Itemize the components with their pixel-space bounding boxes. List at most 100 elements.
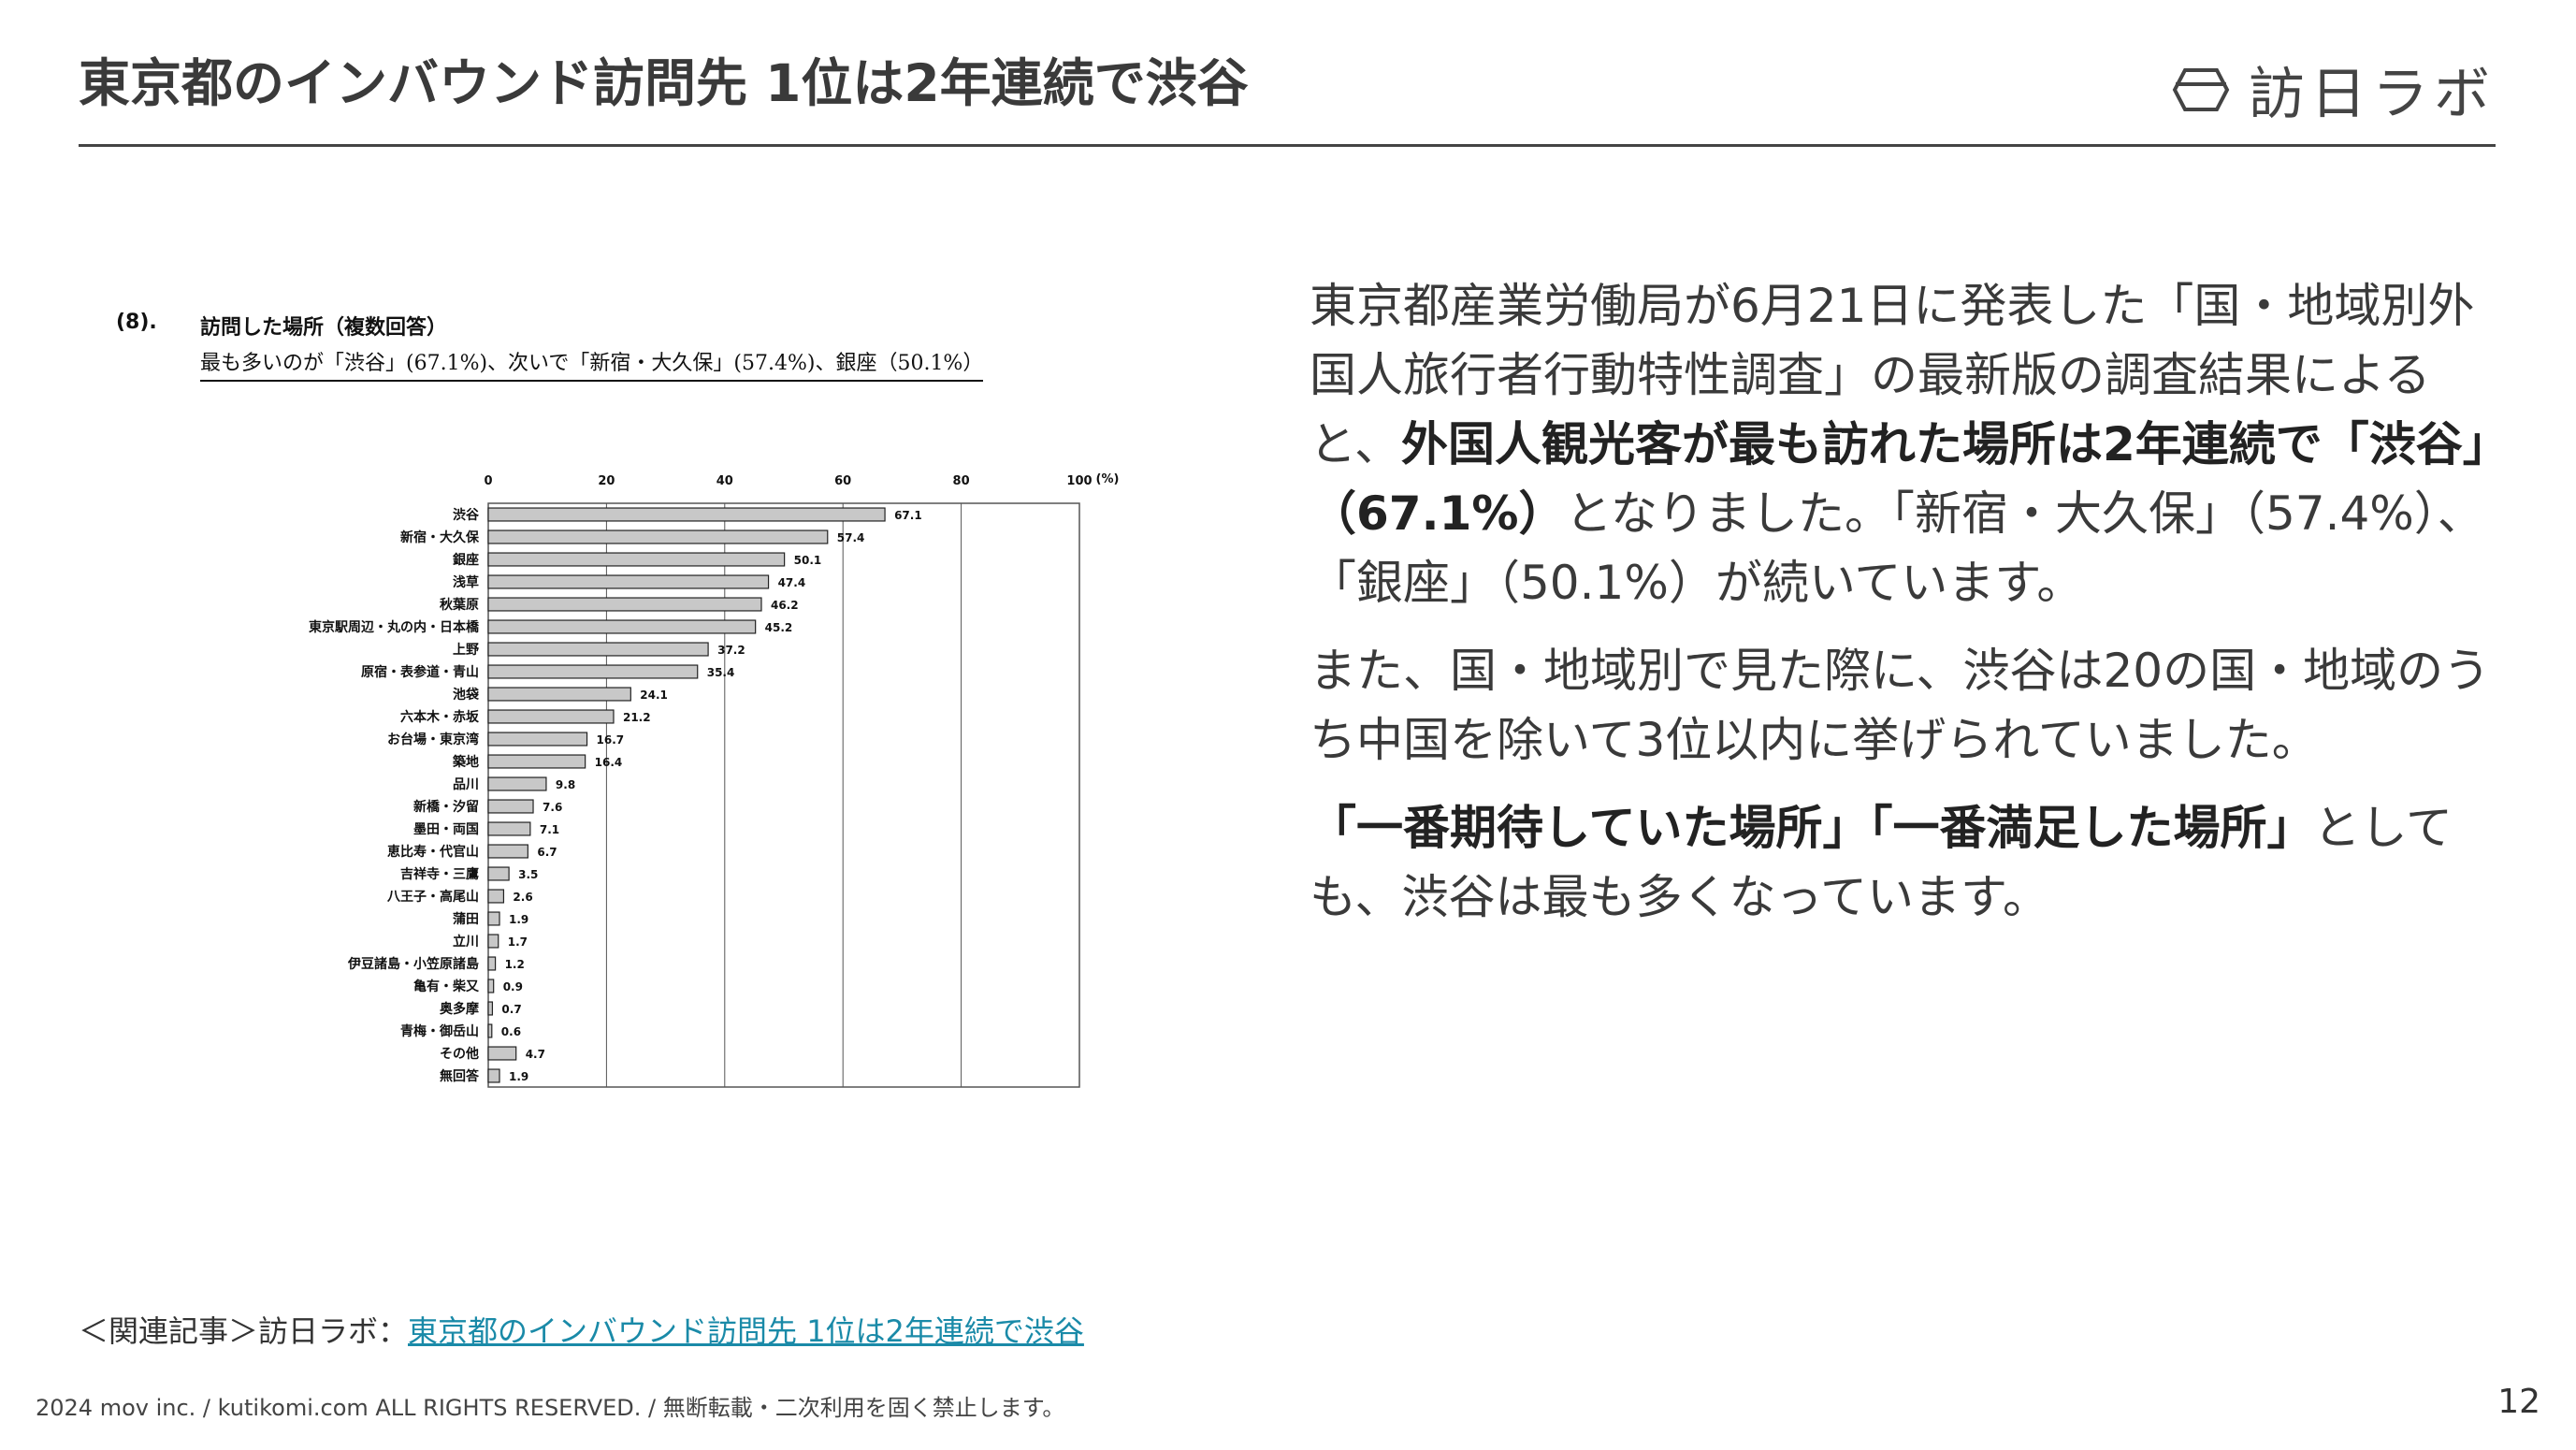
related-article: ＜関連記事＞訪日ラボ：東京都のインバウンド訪問先 1位は2年連続で渋谷: [79, 1308, 1084, 1351]
category-label: 築地: [452, 754, 479, 770]
logo-text: 訪日ラボ: [2249, 62, 2496, 127]
bar: [487, 619, 757, 634]
value-label: 1.9: [509, 913, 528, 926]
bar: [487, 844, 528, 859]
bar-chart: 0 20 40 60 80 100 (%) 渋谷 67.1 新宿・大久保 57.4 銀座 50.1 浅草 4…: [309, 472, 1120, 1088]
bar: [487, 934, 499, 949]
unit-label: (%): [1096, 472, 1120, 486]
category-label: 青梅・御岳山: [400, 1023, 479, 1039]
bar: [487, 911, 500, 926]
bar: [487, 1023, 493, 1038]
value-label: 6.7: [537, 846, 557, 859]
bar: [487, 642, 709, 657]
p1-text-c: となりました。「新宿・大久保」（57.4%）、「銀座」（50.1%）が続いていま…: [1310, 486, 2484, 610]
figure-heading: 訪問した場所（複数回答）: [200, 316, 448, 340]
category-label: 伊豆諸島・小笠原諸島: [347, 956, 479, 972]
title-divider: [79, 144, 2496, 147]
value-label: 50.1: [794, 554, 822, 567]
category-label: 奥多摩: [440, 1001, 480, 1017]
category-label: 亀有・柴又: [413, 979, 480, 994]
bar: [487, 1001, 494, 1016]
category-label: 八王子・高尾山: [386, 889, 479, 905]
x-tick-label: 40: [716, 474, 733, 488]
category-label: 立川: [453, 934, 479, 950]
value-label: 21.2: [623, 711, 651, 724]
value-label: 3.5: [518, 868, 538, 881]
value-label: 0.9: [503, 980, 523, 993]
survey-figure: (8). 訪問した場所（複数回答） 最も多いのが「渋谷」(67.1%)、次いで「…: [94, 299, 1197, 1113]
hexagon-logo-icon: [2172, 67, 2230, 111]
p3-text-bold: 「一番期待していた場所」「一番満足した場所」: [1310, 801, 2314, 855]
x-tick-label: 60: [834, 474, 851, 488]
category-label: 新橋・汐留: [413, 799, 479, 815]
figure-number: (8).: [116, 311, 157, 334]
value-label: 9.8: [556, 778, 575, 791]
page-number: 12: [2497, 1383, 2540, 1421]
bar: [487, 1046, 517, 1061]
p1-text-bold: 外国人観光客が最も訪れた場所は2年連続で「渋谷」（67.1%）: [1310, 417, 2486, 541]
paragraph-2: また、国・地域別で見た際に、渋谷は20の国・地域のうち中国を除いて3位以内に挙げ…: [1310, 644, 2491, 767]
category-label: 秋葉原: [440, 597, 479, 613]
value-label: 0.7: [501, 1003, 521, 1016]
x-tick-label: 0: [484, 474, 492, 488]
category-label: 無回答: [440, 1068, 480, 1084]
category-label: 六本木・赤坂: [400, 709, 480, 725]
bar: [487, 956, 497, 971]
p1-text-a: 東京都産業労働局が6月21日に発表した「国・地域別外国人旅行者行動特性調査」の最…: [1310, 279, 2475, 471]
bar: [487, 597, 762, 612]
bar: [487, 664, 699, 679]
bar: [487, 799, 534, 814]
category-label: 吉祥寺・三鷹: [400, 866, 479, 882]
x-tick-label: 20: [598, 474, 615, 488]
value-label: 7.1: [540, 823, 559, 836]
value-label: 37.2: [717, 644, 745, 657]
category-label: 原宿・表参道・青山: [361, 664, 479, 680]
value-label: 47.4: [778, 576, 806, 589]
category-label: 墨田・両国: [413, 822, 479, 837]
category-label: 品川: [453, 777, 479, 792]
paragraph-3: 「一番期待していた場所」「一番満足した場所」としても、渋谷は最も多くなっています…: [1310, 793, 2507, 932]
category-label: その他: [440, 1046, 479, 1062]
value-label: 0.6: [501, 1025, 521, 1038]
bar: [487, 687, 631, 702]
value-label: 1.7: [508, 935, 528, 949]
value-label: 57.4: [837, 531, 865, 544]
figure-subtitle: 最も多いのが「渋谷」(67.1%)、次いで「新宿・大久保」(57.4%)、銀座（…: [200, 346, 984, 382]
bar: [487, 507, 886, 522]
value-label: 2.6: [513, 891, 532, 904]
category-label: 池袋: [453, 687, 480, 703]
value-label: 1.9: [509, 1070, 528, 1083]
plot-frame: [487, 502, 1080, 1088]
bar: [487, 979, 495, 993]
related-article-link[interactable]: 東京都のインバウンド訪問先 1位は2年連続で渋谷: [408, 1313, 1084, 1349]
value-label: 4.7: [526, 1048, 545, 1061]
category-label: 上野: [453, 643, 479, 658]
category-label: 恵比寿・代官山: [387, 844, 479, 860]
value-label: 1.2: [505, 958, 525, 971]
bar: [487, 732, 588, 747]
bar: [487, 709, 615, 724]
category-label: お台場・東京湾: [387, 732, 479, 747]
slide-title: 東京都のインバウンド訪問先 1位は2年連続で渋谷: [79, 53, 1249, 113]
value-label: 67.1: [894, 509, 922, 522]
bar: [487, 574, 770, 589]
value-label: 16.7: [597, 733, 625, 747]
value-label: 24.1: [640, 689, 668, 702]
paragraph-1: 東京都産業労働局が6月21日に発表した「国・地域別外国人旅行者行動特性調査」の最…: [1310, 271, 2507, 617]
bar: [487, 821, 531, 836]
category-label: 東京駅周辺・丸の内・日本橋: [309, 619, 480, 635]
x-tick-label: 100: [1066, 474, 1092, 488]
brand-logo: 訪日ラボ: [2172, 49, 2496, 130]
value-label: 46.2: [771, 599, 799, 612]
category-label: 新宿・大久保: [400, 529, 480, 545]
bar: [487, 1068, 500, 1083]
bar: [487, 776, 547, 791]
value-label: 7.6: [543, 801, 562, 814]
bar: [487, 754, 586, 769]
bar: [487, 866, 510, 881]
bar: [487, 529, 829, 544]
category-label: 渋谷: [453, 507, 480, 523]
x-tick-label: 80: [953, 474, 970, 488]
category-label: 浅草: [453, 574, 479, 590]
p3-text: としても、渋谷は最も多くなっています。: [1310, 801, 2453, 924]
